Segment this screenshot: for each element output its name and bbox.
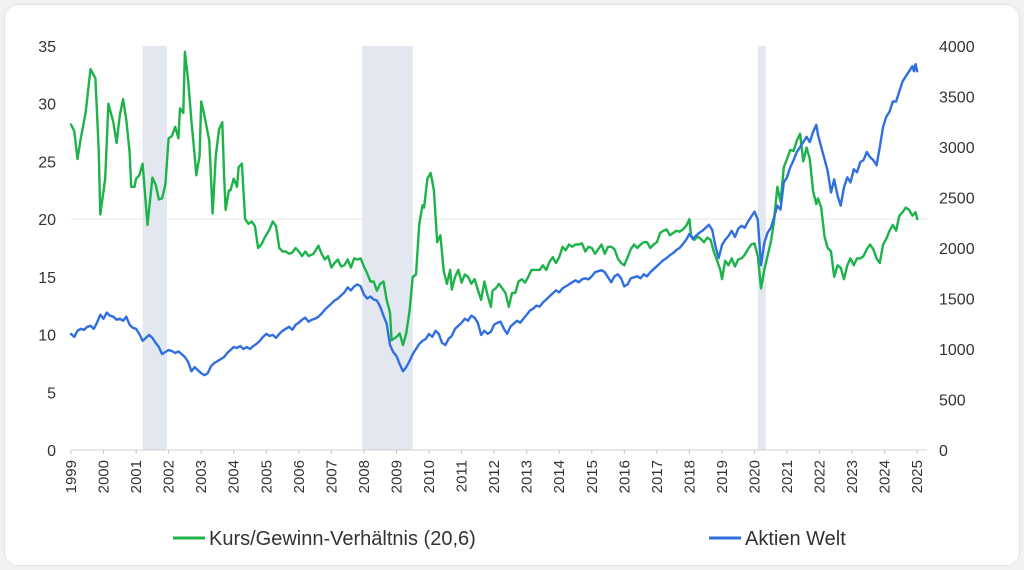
series-line-aktien-welt bbox=[69, 63, 919, 377]
chart-card: 0 5 10 15 20 25 30 35 0 500 1000 1500 2000 2500 3000 3… bbox=[4, 4, 1020, 566]
y-left-tick-label: 35 bbox=[38, 39, 56, 56]
y-left-tick-label: 15 bbox=[38, 270, 56, 287]
x-tick-label: 2010 bbox=[421, 460, 438, 493]
x-tick-label: 2006 bbox=[291, 460, 308, 493]
x-tick-label: 2015 bbox=[584, 460, 601, 493]
x-tick-label: 2024 bbox=[877, 460, 894, 493]
x-tick-label: 1999 bbox=[63, 460, 80, 493]
x-tick-label: 2018 bbox=[681, 460, 698, 493]
x-tick-label: 2001 bbox=[128, 460, 145, 493]
y-left-tick-label: 30 bbox=[38, 97, 56, 114]
x-tick-label: 2013 bbox=[519, 460, 536, 493]
x-tick-label: 2004 bbox=[226, 460, 243, 493]
series-lines bbox=[69, 50, 919, 377]
y-axis-left: 0 5 10 15 20 25 30 35 bbox=[38, 39, 56, 460]
y-left-tick-label: 25 bbox=[38, 154, 56, 171]
x-tick-label: 2008 bbox=[356, 460, 373, 493]
x-tick-label: 2025 bbox=[909, 460, 926, 493]
recession-band-1 bbox=[362, 46, 413, 450]
series-line-pe-ratio bbox=[69, 50, 919, 347]
x-axis: 1999 2000 2001 2002 2003 2004 2005 2006 2007 2008… bbox=[63, 450, 926, 493]
x-tick-label: 2019 bbox=[714, 460, 731, 493]
y-right-tick-label: 1000 bbox=[939, 342, 975, 359]
x-tick-label: 2002 bbox=[161, 460, 178, 493]
x-tick-label: 2007 bbox=[323, 460, 340, 493]
x-tick-label: 2014 bbox=[551, 460, 568, 493]
y-right-tick-label: 0 bbox=[939, 443, 948, 460]
recession-shading bbox=[142, 46, 766, 450]
x-tick-label: 2023 bbox=[844, 460, 861, 493]
y-right-tick-label: 3000 bbox=[939, 140, 975, 157]
x-tick-label: 2022 bbox=[812, 460, 829, 493]
y-left-tick-label: 0 bbox=[47, 443, 56, 460]
x-tick-label: 2011 bbox=[454, 460, 471, 492]
y-right-tick-label: 2000 bbox=[939, 241, 975, 258]
x-tick-label: 2020 bbox=[746, 460, 763, 493]
x-tick-label: 2017 bbox=[649, 460, 666, 493]
x-tick-label: 2021 bbox=[779, 460, 796, 493]
gridlines bbox=[71, 218, 927, 451]
x-tick-label: 2005 bbox=[258, 460, 275, 493]
recession-band-2 bbox=[757, 46, 766, 450]
y-right-tick-label: 500 bbox=[939, 393, 966, 410]
x-tick-label: 2000 bbox=[96, 460, 113, 493]
y-left-tick-label: 20 bbox=[38, 212, 56, 229]
recession-band-0 bbox=[142, 46, 168, 450]
x-tick-label: 2003 bbox=[193, 460, 210, 493]
x-tick-label: 2012 bbox=[486, 460, 503, 493]
x-tick-label: 2009 bbox=[388, 460, 405, 493]
y-right-tick-label: 4000 bbox=[939, 39, 975, 56]
y-left-tick-label: 10 bbox=[38, 328, 56, 345]
y-left-tick-label: 5 bbox=[47, 385, 56, 402]
y-right-tick-label: 1500 bbox=[939, 292, 975, 309]
y-axis-right: 0 500 1000 1500 2000 2500 3000 3500 4000 bbox=[939, 39, 975, 460]
y-right-tick-label: 3500 bbox=[939, 90, 975, 107]
legend-label-pe: Kurs/Gewinn-Verhältnis (20,6) bbox=[209, 528, 476, 550]
legend: Kurs/Gewinn-Verhältnis (20,6) Aktien Wel… bbox=[173, 528, 846, 550]
legend-label-world: Aktien Welt bbox=[745, 528, 846, 550]
y-right-tick-label: 2500 bbox=[939, 191, 975, 208]
x-tick-label: 2016 bbox=[616, 460, 633, 493]
